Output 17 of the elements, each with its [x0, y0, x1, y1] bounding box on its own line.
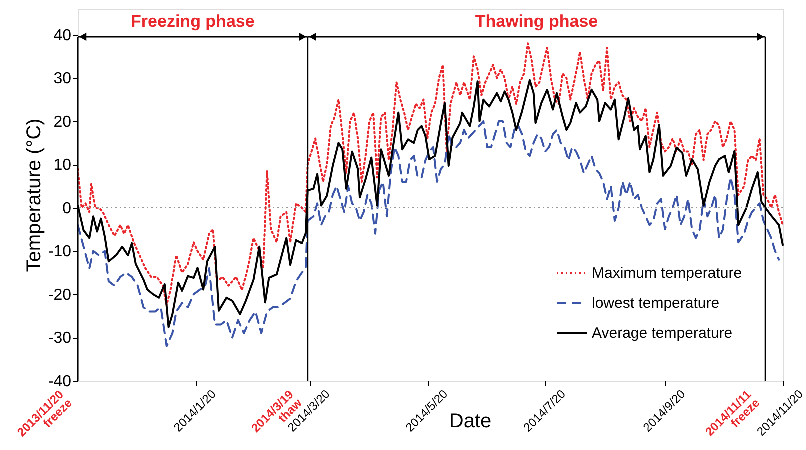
y-tick-label: -30 [48, 330, 72, 348]
y-tick-label: 40 [54, 27, 72, 44]
y-tick-label: 20 [54, 114, 72, 131]
y-tick-label: 10 [54, 157, 72, 174]
x-axis-title: Date [449, 410, 492, 432]
annotation: Freezing phase [131, 12, 255, 31]
annotation: Thawing phase [475, 12, 598, 31]
y-tick-label: -10 [48, 244, 72, 261]
legend-label: Average temperature [592, 325, 733, 342]
line-series [77, 120, 780, 348]
y-tick-label: 30 [54, 70, 72, 88]
y-tick-label: 0 [62, 200, 72, 218]
y-axis-title: Temperature (°C) [23, 118, 46, 272]
y-tick-label: -20 [48, 286, 72, 304]
legend-label: Maximum temperature [592, 265, 742, 282]
legend-label: lowest temperature [592, 295, 720, 312]
y-tick-label: -40 [48, 374, 72, 390]
